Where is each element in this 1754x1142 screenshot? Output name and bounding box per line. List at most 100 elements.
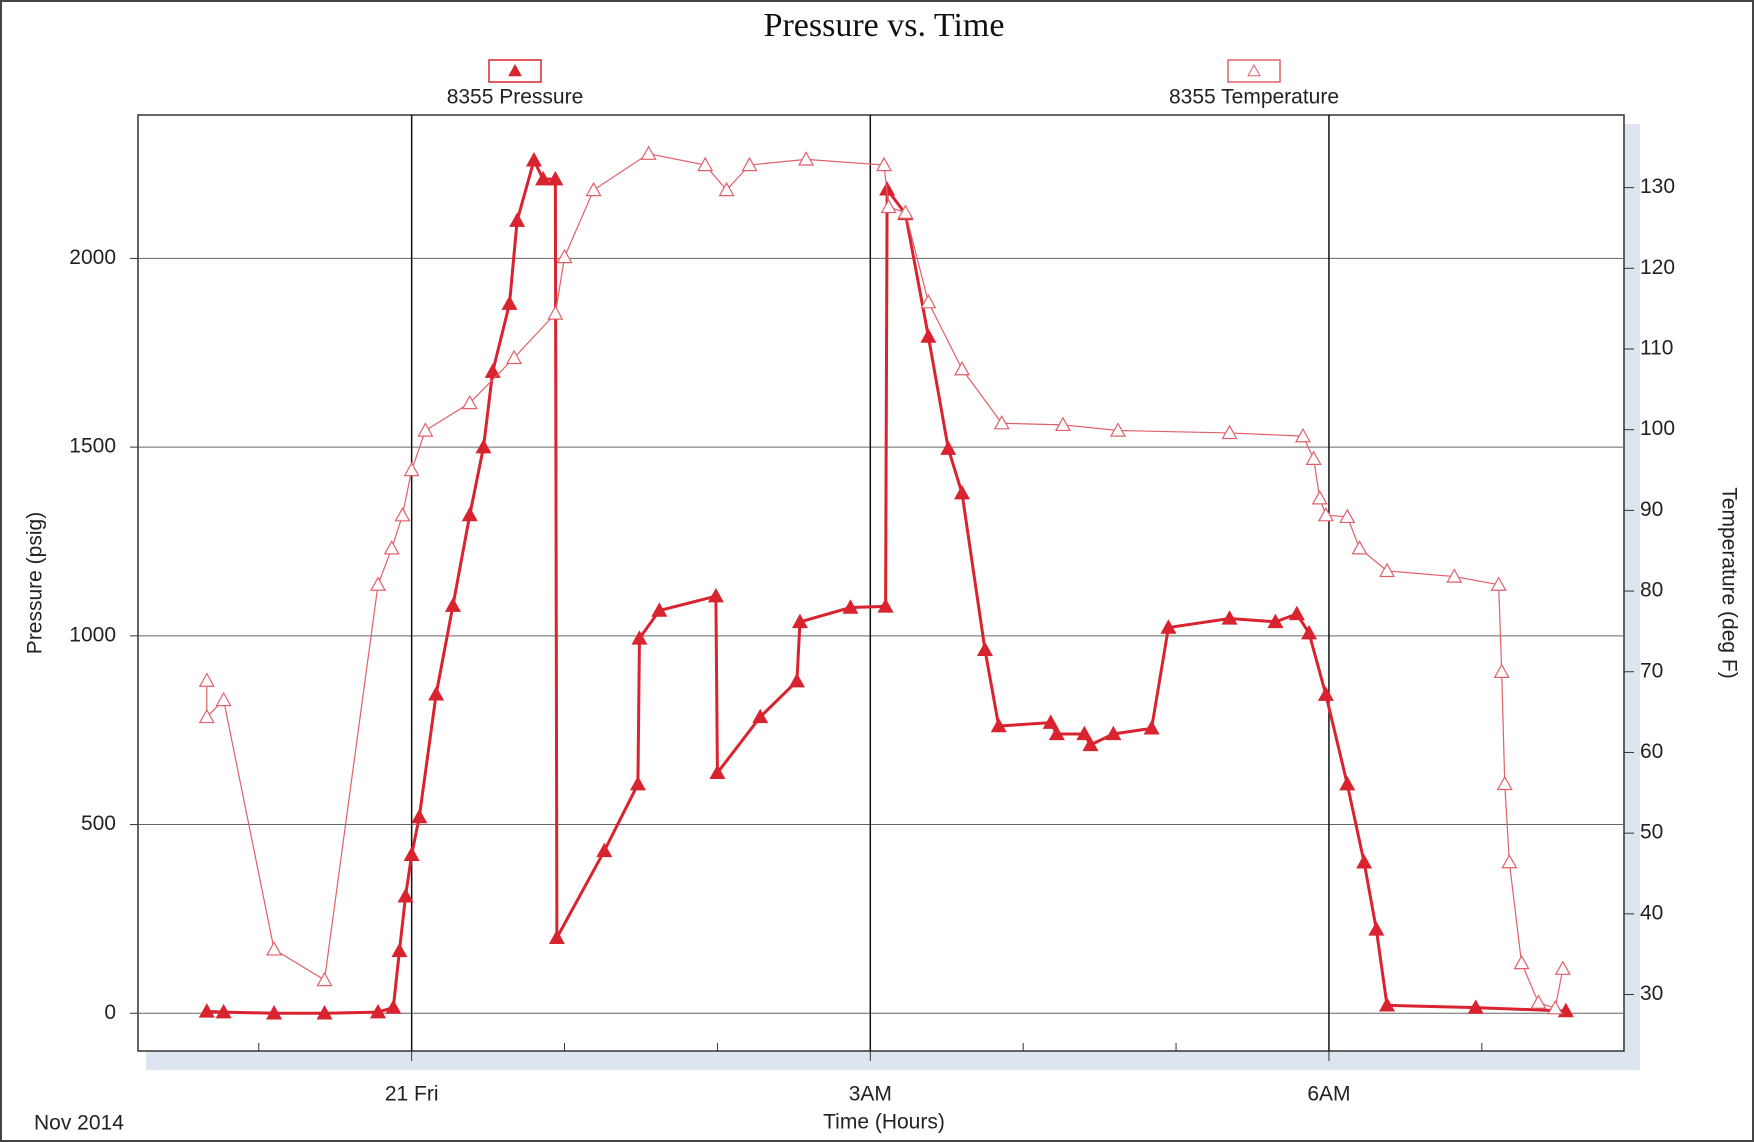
point (391, 942, 408, 958)
point (1493, 663, 1510, 678)
point (475, 438, 492, 454)
point (1288, 605, 1305, 621)
point (1301, 624, 1318, 640)
point (383, 540, 400, 555)
point (509, 212, 526, 227)
point (877, 598, 894, 613)
legend-label: 8355 Temperature (1169, 86, 1339, 109)
point (709, 764, 726, 780)
point (1379, 997, 1396, 1012)
y2-tick-label: 110 (1640, 337, 1673, 360)
point (484, 363, 501, 378)
point (1467, 999, 1484, 1014)
point (198, 1003, 215, 1018)
point (417, 422, 434, 437)
y-axis-title: Pressure (psig) (24, 512, 47, 654)
point (535, 170, 552, 186)
point (585, 181, 602, 197)
point (1446, 568, 1463, 583)
point (385, 999, 402, 1014)
point (370, 1003, 387, 1019)
point (1267, 613, 1284, 629)
point (976, 641, 993, 657)
point (411, 808, 428, 824)
point (920, 293, 937, 309)
y-tick-label: 500 (81, 812, 116, 835)
point (1105, 725, 1122, 741)
y2-tick-label: 100 (1640, 417, 1675, 440)
point (444, 597, 461, 612)
point (316, 971, 333, 987)
point (198, 708, 215, 724)
point (876, 156, 893, 172)
y2-tick-label: 120 (1640, 256, 1675, 279)
point (1513, 954, 1530, 970)
point (266, 1005, 283, 1020)
y-tick-label: 2000 (69, 246, 116, 269)
y-tick-label: 1000 (69, 623, 116, 646)
point (547, 170, 564, 186)
point (1501, 853, 1518, 869)
point (394, 506, 411, 522)
point (547, 305, 564, 320)
point (316, 1005, 333, 1020)
point (1496, 775, 1513, 791)
point (791, 613, 808, 629)
point (1547, 999, 1564, 1015)
point (1339, 508, 1356, 524)
point (798, 151, 815, 166)
point (501, 295, 518, 310)
point (1294, 427, 1311, 443)
point (631, 630, 648, 645)
point (897, 204, 914, 219)
chart-title: Pressure vs. Time (764, 7, 1005, 44)
point (1054, 416, 1071, 432)
y2-tick-label: 70 (1640, 659, 1663, 682)
date-label: Nov 2014 (34, 1112, 124, 1135)
point (1351, 540, 1368, 555)
point (697, 156, 714, 172)
point (1042, 714, 1059, 729)
y2-tick-label: 80 (1640, 579, 1663, 602)
x-axis-title: Time (Hours) (823, 1111, 945, 1134)
point (525, 152, 542, 167)
point (1554, 960, 1571, 975)
plot-area (137, 114, 1625, 1052)
point (215, 691, 232, 707)
point (370, 576, 387, 591)
x-tick-label: 6AM (1307, 1083, 1350, 1106)
point (215, 1003, 232, 1019)
y2-tick-label: 130 (1640, 175, 1675, 198)
point (718, 181, 735, 197)
point (461, 394, 478, 410)
y-tick-label: 1500 (69, 435, 116, 458)
y2-tick-label: 30 (1640, 982, 1663, 1005)
point (397, 888, 414, 903)
point (1317, 686, 1334, 701)
point (1490, 576, 1507, 591)
point (1076, 725, 1093, 741)
point (556, 248, 573, 264)
y2-tick-label: 90 (1640, 498, 1663, 521)
x-tick-label: 21 Fri (385, 1083, 439, 1106)
legend-label: 8355 Pressure (447, 86, 584, 109)
point (428, 686, 445, 701)
y2-tick-label: 50 (1640, 821, 1663, 844)
point (1339, 775, 1356, 791)
point (266, 941, 283, 956)
y2-axis-title: Temperature (deg F) (1717, 487, 1740, 678)
legend-marker (508, 63, 522, 77)
point (1530, 994, 1547, 1009)
y2-tick-label: 60 (1640, 740, 1663, 763)
point (990, 717, 1007, 733)
x-tick-label: 3AM (849, 1083, 892, 1106)
point (198, 672, 215, 687)
y2-tick-label: 40 (1640, 901, 1663, 924)
point (1311, 490, 1328, 505)
legend-marker (1247, 63, 1261, 77)
point (1305, 450, 1322, 465)
point (1048, 725, 1065, 741)
point (1368, 921, 1385, 936)
